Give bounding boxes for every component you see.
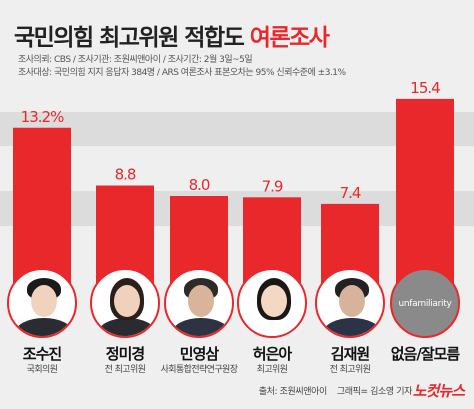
portrait-face: [188, 285, 214, 317]
graphic-credit: 그래픽= 김소영 기자: [336, 387, 413, 397]
candidate-name-2: 정미경: [105, 345, 145, 363]
portrait-2: [90, 268, 160, 338]
candidate-name-3: 민영삼: [179, 345, 219, 363]
unfamiliarity-circle: unfamiliarity: [390, 268, 460, 338]
value-label-4: 7.9: [262, 177, 283, 195]
candidate-role-1: 국회의원: [26, 365, 58, 375]
portrait-face: [339, 285, 365, 317]
portrait-4: [237, 268, 307, 338]
portrait-body: [245, 318, 303, 336]
candidate-role-5: 전 최고위원: [329, 365, 371, 375]
portrait-face: [261, 285, 287, 317]
value-label-3: 8.0: [189, 176, 210, 194]
portrait-3: [164, 268, 234, 338]
portrait-1: [7, 268, 77, 338]
survey-meta-line2: 조사대상: 국민의힘 지지 응답자 384명 / ARS 여론조사 표본오차는 …: [18, 68, 346, 78]
candidate-role-3: 사회통합전략연구원장: [160, 365, 238, 375]
footer-credits: 출처: 조원씨앤아이 그래픽= 김소영 기자: [249, 384, 413, 397]
bar-6: [396, 98, 454, 301]
candidate-name-1: 조수진: [22, 345, 62, 363]
portrait-face: [114, 285, 140, 317]
candidate-name-4: 허은아: [252, 345, 292, 363]
chart-title: 국민의힘 최고위원 적합도 여론조사: [14, 18, 330, 52]
value-label-2: 8.8: [115, 166, 136, 184]
source-credit: 출처: 조원씨앤아이: [258, 387, 328, 397]
value-label-5: 7.4: [340, 184, 361, 202]
value-label-1: 13.2%: [21, 108, 64, 126]
portrait-body: [98, 318, 156, 336]
portrait-body: [15, 318, 73, 336]
candidate-role-4: 최고위원: [256, 365, 288, 375]
portrait-body: [323, 318, 381, 336]
candidate-name-6: 없음/잘모름: [390, 345, 460, 363]
title-main: 국민의힘 최고위원 적합도: [14, 25, 245, 51]
candidate-name-5: 김재원: [330, 345, 370, 363]
survey-meta-line1: 조사의뢰: CBS / 조사기관: 조원씨앤아이 / 조사기간: 2월 3일~5…: [18, 55, 253, 65]
title-accent: 여론조사: [249, 25, 330, 51]
candidate-role-2: 전 최고위원: [104, 365, 146, 375]
portrait-body: [172, 318, 230, 336]
grid-band: [0, 191, 474, 226]
brand-logo: 노컷뉴스: [412, 382, 465, 400]
grid-band: [0, 112, 474, 146]
portrait-face: [31, 285, 57, 317]
unfamiliarity-label: unfamiliarity: [398, 299, 452, 309]
value-label-6: 15.4: [410, 79, 440, 97]
portrait-5: [315, 268, 385, 338]
